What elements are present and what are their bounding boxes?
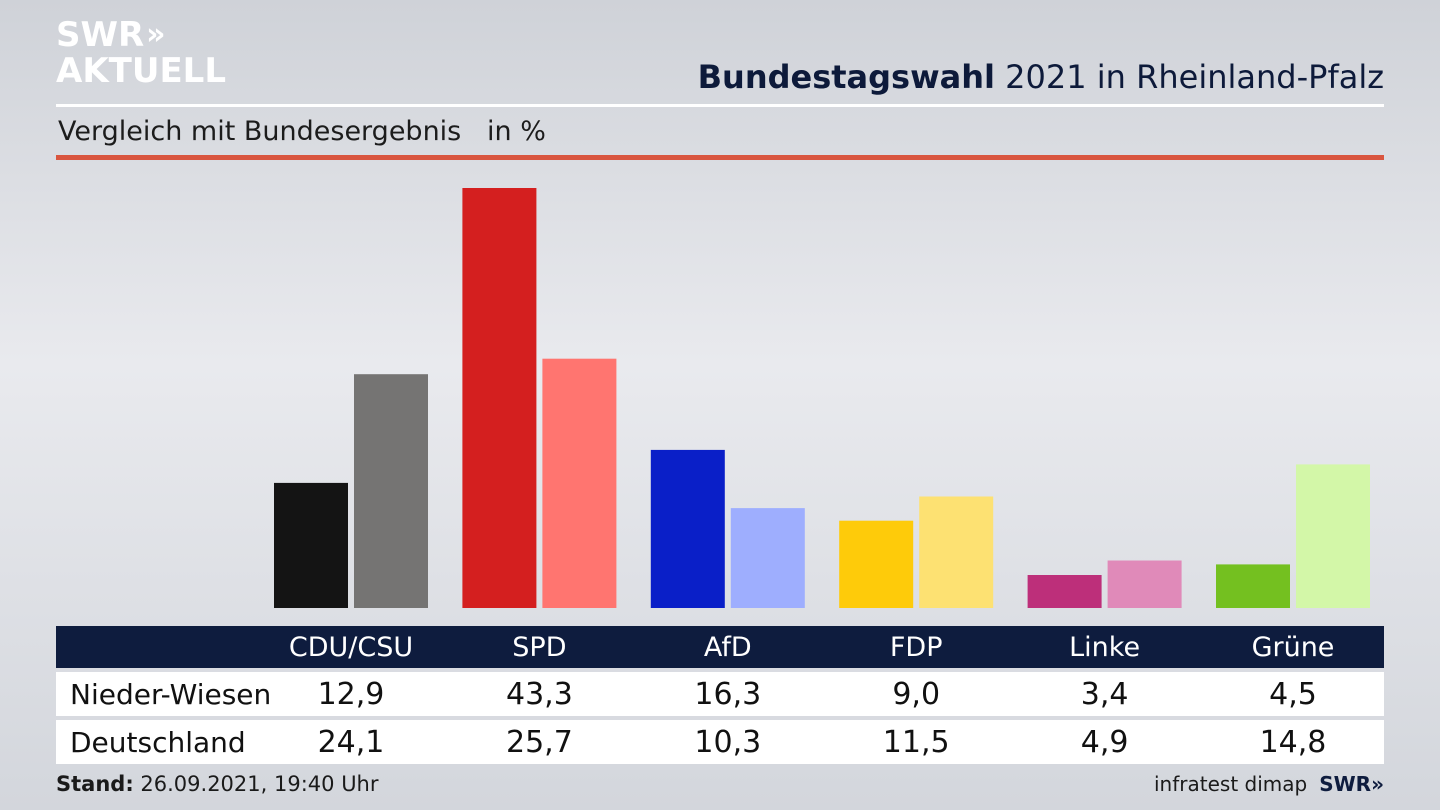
swr-aktuell-logo: SWR» AKTUELL — [56, 18, 226, 88]
bar-fdp-deutschland — [919, 496, 994, 608]
timestamp: Stand: 26.09.2021, 19:40 Uhr — [56, 772, 379, 796]
row-label: Nieder-Wiesen — [70, 677, 272, 711]
results-table: CDU/CSU SPD AfD FDP Linke Grüne Nieder-Wiesen… — [56, 626, 1384, 764]
subtitle-divider — [56, 155, 1384, 160]
bar-linke-deutschland — [1107, 560, 1182, 608]
bar-afd-deutschland — [730, 508, 805, 608]
column-header-cdu-csu: CDU/CSU — [288, 631, 414, 663]
bar-gr-ne-deutschland — [1296, 464, 1370, 608]
value-cdu-csu-nieder-wiesen: 12,9 — [317, 676, 385, 712]
bar-cdu-csu-nieder-wiesen — [274, 482, 348, 608]
value-gr-ne-nieder-wiesen: 4,5 — [1269, 676, 1317, 712]
column-header-spd: SPD — [512, 631, 567, 663]
bar-linke-nieder-wiesen — [1027, 575, 1102, 608]
column-header-afd: AfD — [703, 631, 752, 663]
logo-aktuell: AKTUELL — [56, 51, 227, 91]
bar-fdp-nieder-wiesen — [839, 520, 914, 608]
source-name: infratest dimap — [1154, 772, 1308, 796]
value-spd-deutschland: 25,7 — [505, 724, 573, 760]
bar-afd-nieder-wiesen — [650, 449, 725, 608]
table-row: Deutschland 24,1 25,7 10,3 11,5 4,9 14,8 — [56, 720, 1384, 764]
stand-value: 26.09.2021, 19:40 Uhr — [140, 772, 379, 796]
row-label: Deutschland — [70, 725, 246, 759]
value-afd-nieder-wiesen: 16,3 — [694, 676, 762, 712]
table-row: Nieder-Wiesen 12,9 43,3 16,3 9,0 3,4 4,5 — [56, 672, 1384, 716]
value-fdp-nieder-wiesen: 9,0 — [892, 676, 941, 712]
value-spd-nieder-wiesen: 43,3 — [505, 676, 573, 712]
bar-gr-ne-nieder-wiesen — [1216, 564, 1290, 608]
bar-cdu-csu-deutschland — [354, 374, 428, 608]
value-linke-nieder-wiesen: 3,4 — [1080, 676, 1129, 712]
column-header-linke: Linke — [1069, 631, 1141, 663]
footer: Stand: 26.09.2021, 19:40 Uhr infratest d… — [56, 770, 1384, 800]
value-afd-deutschland: 10,3 — [694, 724, 762, 760]
table-header: CDU/CSU SPD AfD FDP Linke Grüne — [56, 626, 1384, 668]
header-divider — [56, 104, 1384, 107]
title-bold: Bundestagswahl — [697, 58, 995, 96]
swr-small-logo: SWR» — [1319, 772, 1384, 796]
value-gr-ne-deutschland: 14,8 — [1259, 724, 1327, 760]
logo-swr: SWR — [56, 15, 145, 55]
value-linke-deutschland: 4,9 — [1080, 724, 1129, 760]
title-rest: 2021 in Rheinland-Pfalz — [1005, 58, 1384, 96]
source-credit: infratest dimap SWR» — [1154, 772, 1384, 796]
chart-subtitle: Vergleich mit Bundesergebnis in % — [58, 116, 546, 147]
stand-label: Stand: — [56, 772, 134, 796]
value-fdp-deutschland: 11,5 — [882, 724, 950, 760]
column-header-gr-ne: Grüne — [1251, 631, 1335, 663]
column-header-fdp: FDP — [889, 631, 943, 663]
value-cdu-csu-deutschland: 24,1 — [317, 724, 385, 760]
bar-spd-nieder-wiesen — [462, 188, 537, 608]
bar-spd-deutschland — [542, 358, 617, 608]
page-title: Bundestagswahl 2021 in Rheinland-Pfalz — [698, 58, 1384, 96]
